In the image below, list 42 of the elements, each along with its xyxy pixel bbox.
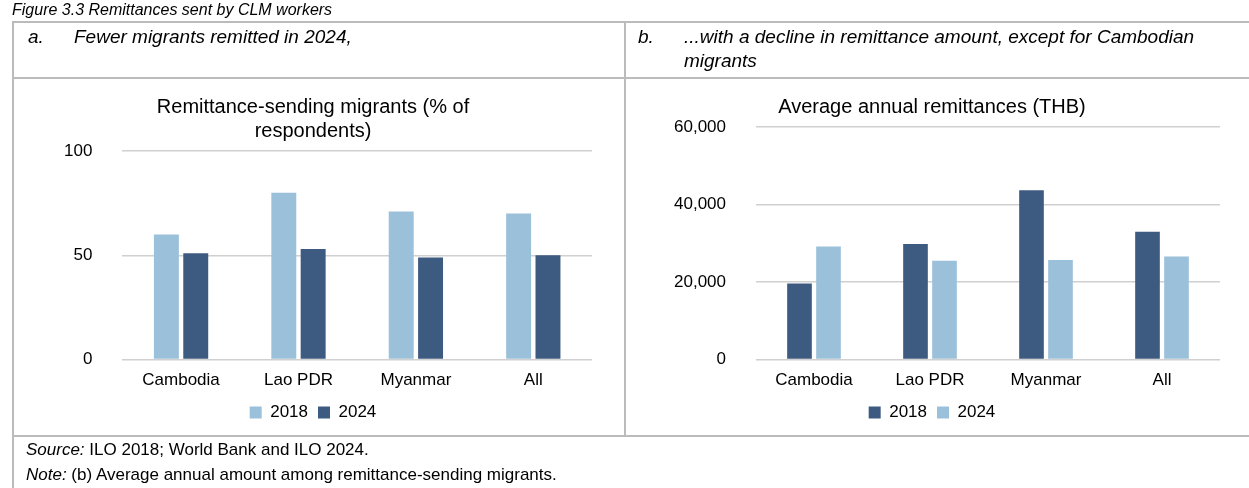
y-tick-label: 100 xyxy=(63,140,93,160)
text: Note: (b) Average annual amount among remittance-sending migrants. xyxy=(26,464,557,486)
caption: Figure 3.3 Remittances sent by CLM workers xyxy=(12,0,333,20)
chart-title: a. Fewer migrants remitted in 2024, xyxy=(28,26,352,47)
x-tick-label: Myanmar xyxy=(1010,370,1082,390)
bar xyxy=(787,283,812,359)
bar xyxy=(506,213,532,359)
y-tick-label: 20,000 xyxy=(674,271,726,291)
x-tick-label: All xyxy=(1152,370,1172,390)
x-tick-label: All xyxy=(523,370,543,390)
bar xyxy=(300,249,326,359)
bar xyxy=(1048,259,1073,359)
x-tick-label: Myanmar xyxy=(380,370,452,390)
bar xyxy=(388,211,414,359)
legend-label: 2018 xyxy=(270,402,309,422)
y-tick-label: 0 xyxy=(82,349,93,369)
x-tick-label: Cambodia xyxy=(775,370,854,390)
y-tick-label: 60,000 xyxy=(674,116,726,136)
legend-label: 2018 xyxy=(889,402,928,422)
bar xyxy=(1164,256,1189,359)
legend-label: 2024 xyxy=(957,402,996,422)
y-tick-label: 50 xyxy=(73,244,93,264)
x-tick-label: Lao PDR xyxy=(895,370,965,390)
x-tick-label: Lao PDR xyxy=(263,370,333,390)
chart-subtitle: Remittance-sending migrants (% of respondents) xyxy=(156,94,470,141)
bar xyxy=(1135,231,1160,359)
bar xyxy=(271,192,297,359)
bar xyxy=(1019,190,1044,359)
bar xyxy=(183,253,209,359)
bar xyxy=(535,255,561,359)
bar xyxy=(153,234,179,359)
chart-title: b. ...with a decline in remittance amount, except for Cambodian migrants xyxy=(638,26,1195,71)
bar xyxy=(418,257,444,359)
bar xyxy=(816,246,841,359)
legend-label: 2024 xyxy=(338,402,377,422)
y-tick-label: 40,000 xyxy=(674,194,726,214)
chart-subtitle: Average annual remittances (THB) xyxy=(778,94,1086,117)
bar xyxy=(932,260,957,359)
y-tick-label: 0 xyxy=(716,349,726,369)
x-tick-label: Cambodia xyxy=(142,370,221,390)
source-note: Source: ILO 2018; World Bank and ILO 2024. xyxy=(26,439,370,461)
bar xyxy=(903,244,928,359)
